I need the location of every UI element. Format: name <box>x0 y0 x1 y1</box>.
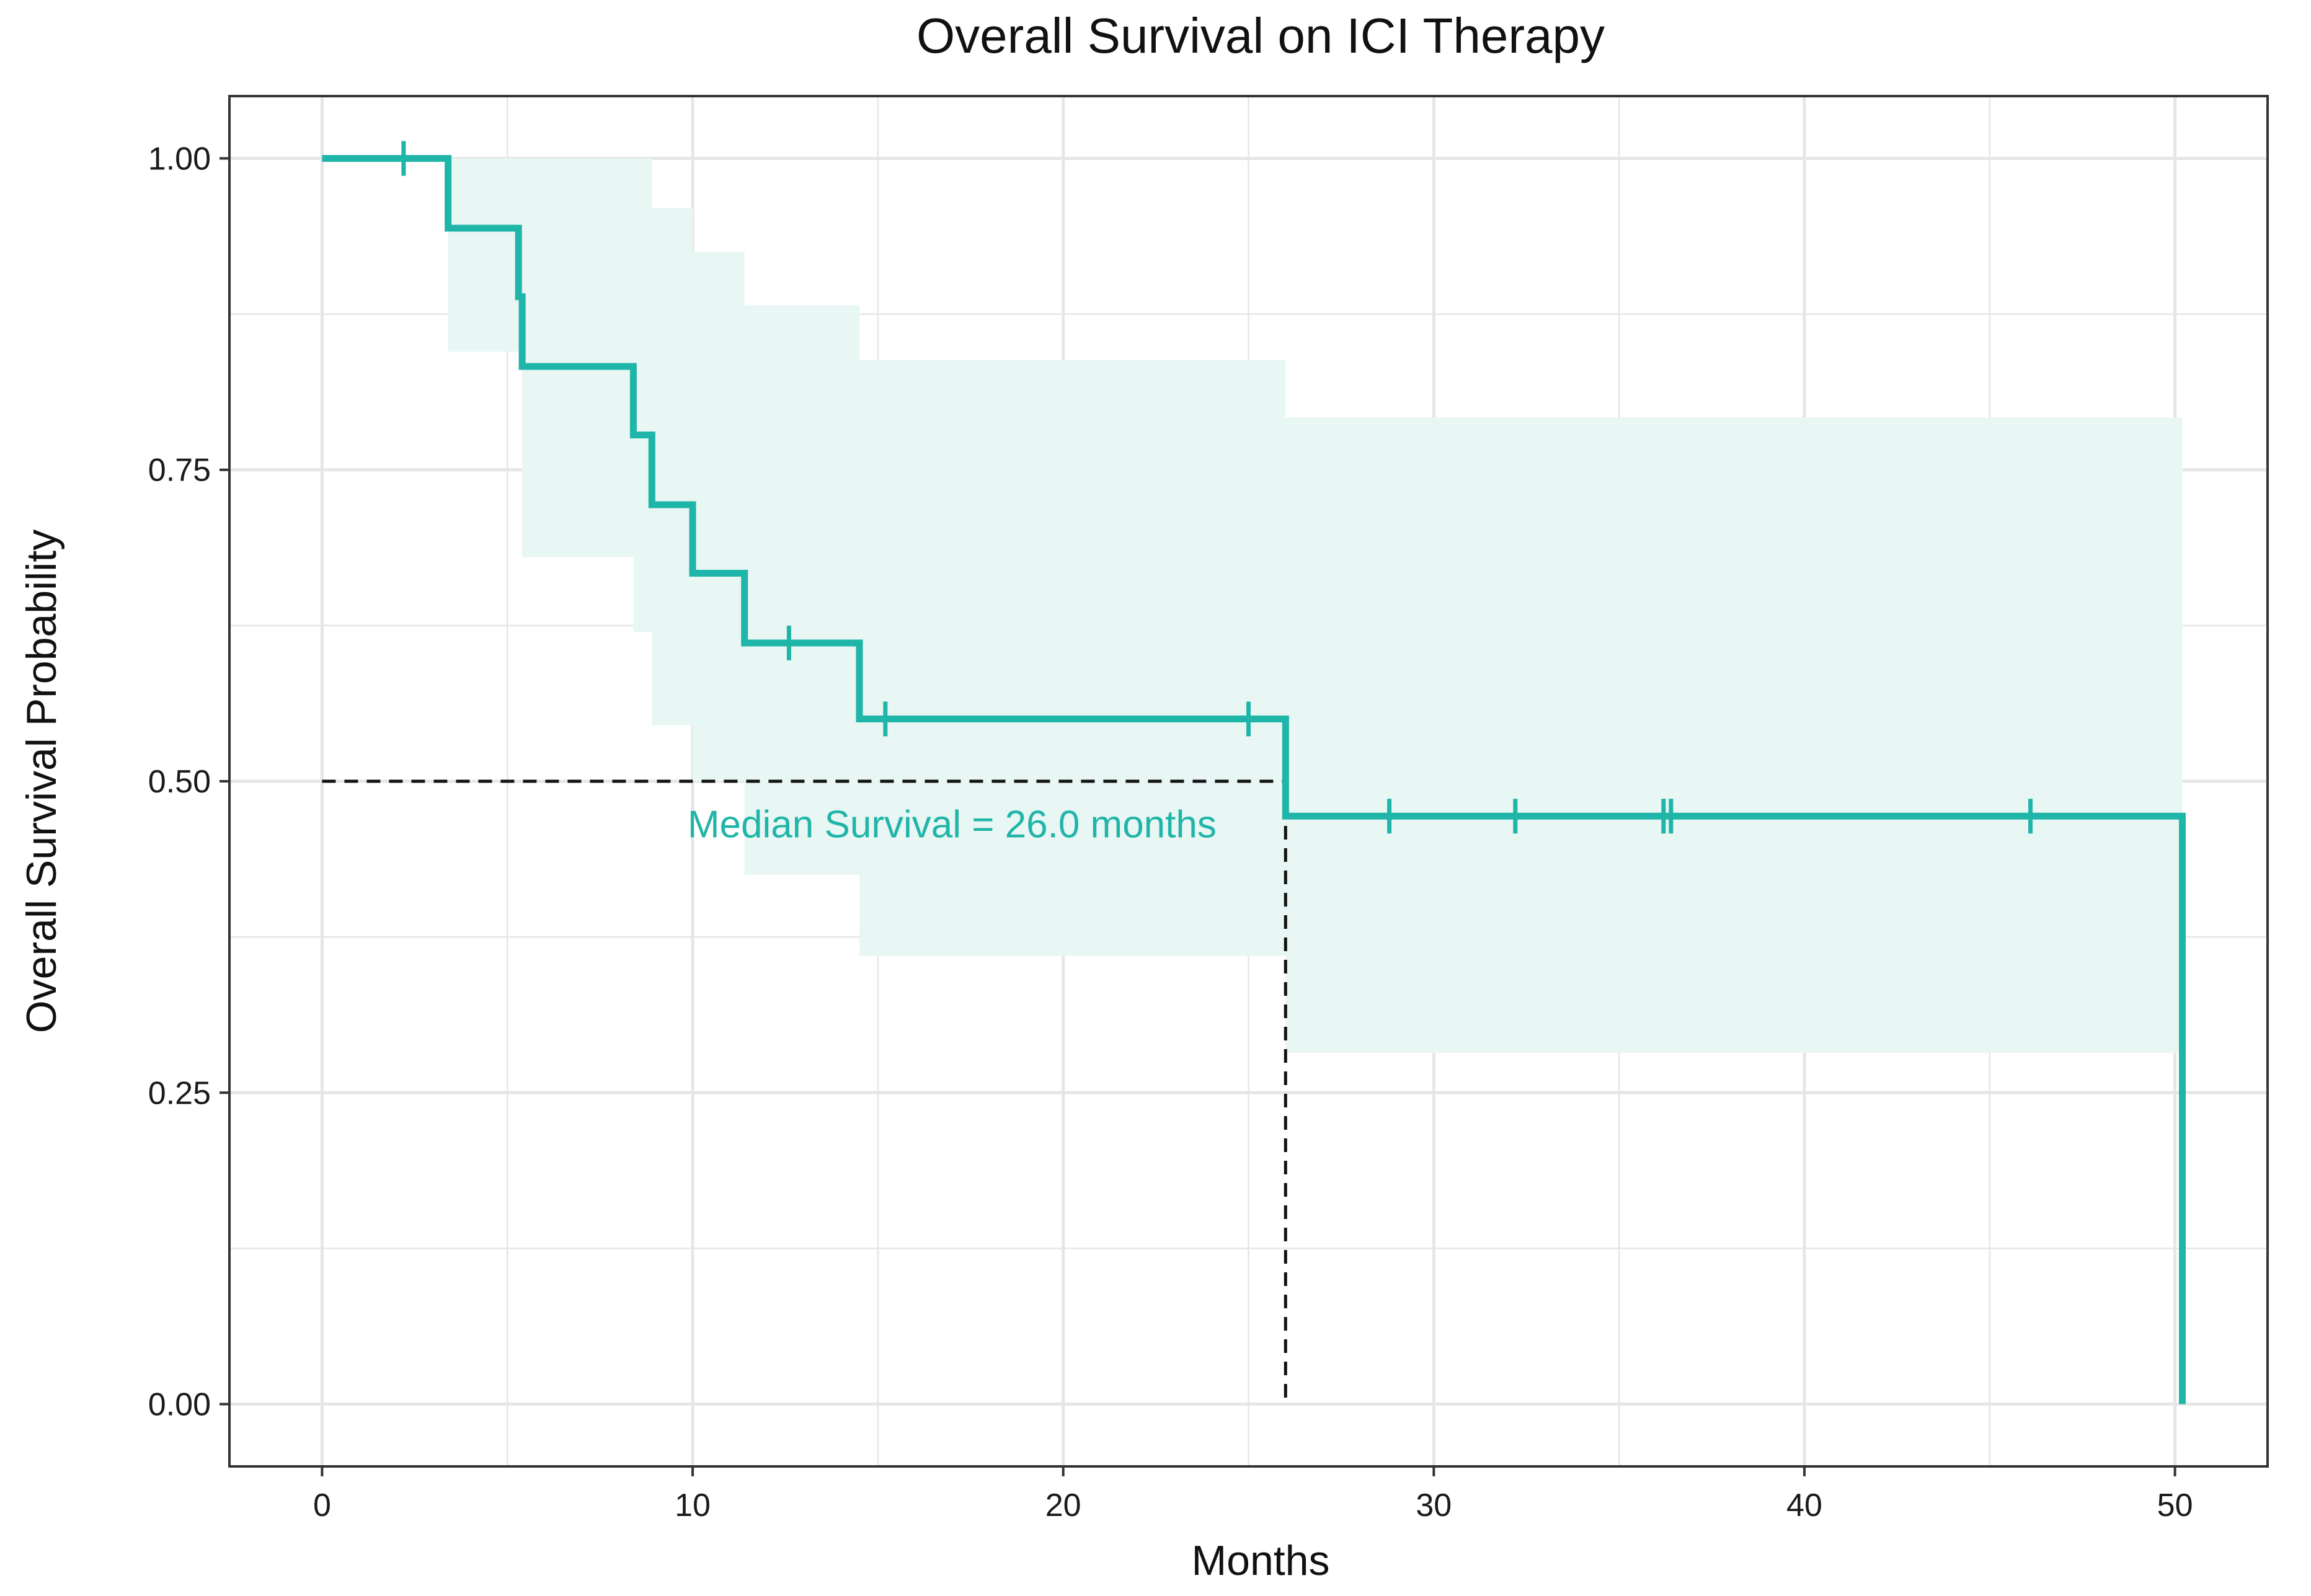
x-tick-label: 0 <box>313 1487 331 1523</box>
median-survival-annotation: Median Survival = 26.0 months <box>688 803 1217 846</box>
chart-title: Overall Survival on ICI Therapy <box>916 8 1605 63</box>
x-axis-title: Months <box>1192 1537 1330 1584</box>
chart-text: Overall Survival on ICI Therapy Months O… <box>18 8 1605 1584</box>
x-tick-label: 40 <box>1786 1487 1822 1523</box>
x-tick-label: 20 <box>1045 1487 1081 1523</box>
survival-curve <box>322 155 2186 1404</box>
confidence-interval-band <box>322 158 2183 1053</box>
y-tick-label: 0.25 <box>148 1075 211 1111</box>
y-tick-label: 0.00 <box>148 1387 211 1423</box>
y-tick-label: 0.75 <box>148 453 211 489</box>
y-axis-title: Overall Survival Probability <box>18 530 65 1034</box>
y-tick-label: 0.50 <box>148 764 211 800</box>
x-tick-label: 50 <box>2157 1487 2193 1523</box>
axes: 0 10 20 30 40 50 0.00 0.25 0.50 0.75 1.00 <box>148 141 2193 1523</box>
x-tick-label: 30 <box>1416 1487 1452 1523</box>
confidence-band <box>322 158 2183 1053</box>
survival-step-line <box>322 155 2186 1404</box>
censor-marks <box>401 141 2033 834</box>
median-reference-lines <box>322 779 1287 1404</box>
y-tick-label: 1.00 <box>148 141 211 177</box>
x-tick-label: 10 <box>675 1487 711 1523</box>
